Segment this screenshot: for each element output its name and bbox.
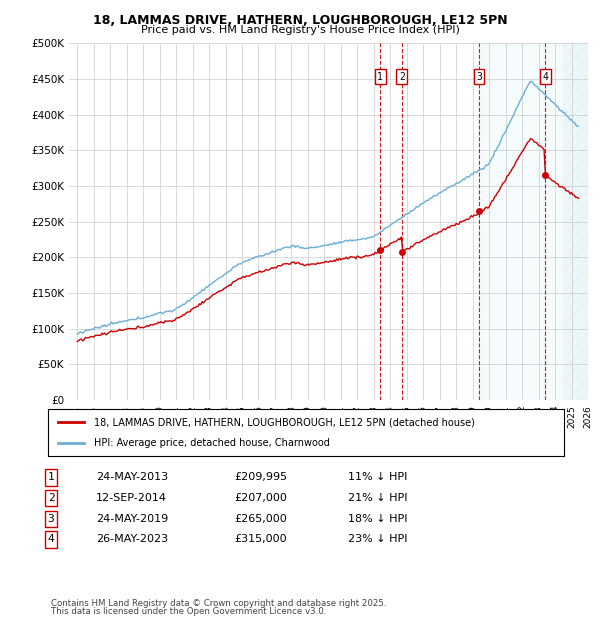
Text: 1: 1 bbox=[47, 472, 55, 482]
Text: 18, LAMMAS DRIVE, HATHERN, LOUGHBOROUGH, LE12 5PN: 18, LAMMAS DRIVE, HATHERN, LOUGHBOROUGH,… bbox=[92, 14, 508, 27]
Text: £207,000: £207,000 bbox=[234, 493, 287, 503]
Text: £209,995: £209,995 bbox=[234, 472, 287, 482]
Text: HPI: Average price, detached house, Charnwood: HPI: Average price, detached house, Char… bbox=[94, 438, 331, 448]
Text: 4: 4 bbox=[542, 72, 548, 82]
Text: £265,000: £265,000 bbox=[234, 514, 287, 524]
Text: 12-SEP-2014: 12-SEP-2014 bbox=[96, 493, 167, 503]
Text: 24-MAY-2019: 24-MAY-2019 bbox=[96, 514, 168, 524]
Text: 1: 1 bbox=[377, 72, 383, 82]
Text: 4: 4 bbox=[47, 534, 55, 544]
Text: 21% ↓ HPI: 21% ↓ HPI bbox=[348, 493, 407, 503]
Text: This data is licensed under the Open Government Licence v3.0.: This data is licensed under the Open Gov… bbox=[51, 607, 326, 616]
Text: 2: 2 bbox=[399, 72, 405, 82]
Text: £315,000: £315,000 bbox=[234, 534, 287, 544]
Text: 2: 2 bbox=[47, 493, 55, 503]
Text: 23% ↓ HPI: 23% ↓ HPI bbox=[348, 534, 407, 544]
Text: 24-MAY-2013: 24-MAY-2013 bbox=[96, 472, 168, 482]
Text: 26-MAY-2023: 26-MAY-2023 bbox=[96, 534, 168, 544]
Text: 11% ↓ HPI: 11% ↓ HPI bbox=[348, 472, 407, 482]
Text: 3: 3 bbox=[476, 72, 482, 82]
Text: 18% ↓ HPI: 18% ↓ HPI bbox=[348, 514, 407, 524]
Bar bbox=[481, 43, 588, 400]
Text: 3: 3 bbox=[47, 514, 55, 524]
Text: Contains HM Land Registry data © Crown copyright and database right 2025.: Contains HM Land Registry data © Crown c… bbox=[51, 598, 386, 608]
Bar bbox=[563, 43, 588, 400]
Text: Price paid vs. HM Land Registry's House Price Index (HPI): Price paid vs. HM Land Registry's House … bbox=[140, 25, 460, 35]
Text: 18, LAMMAS DRIVE, HATHERN, LOUGHBOROUGH, LE12 5PN (detached house): 18, LAMMAS DRIVE, HATHERN, LOUGHBOROUGH,… bbox=[94, 417, 475, 427]
